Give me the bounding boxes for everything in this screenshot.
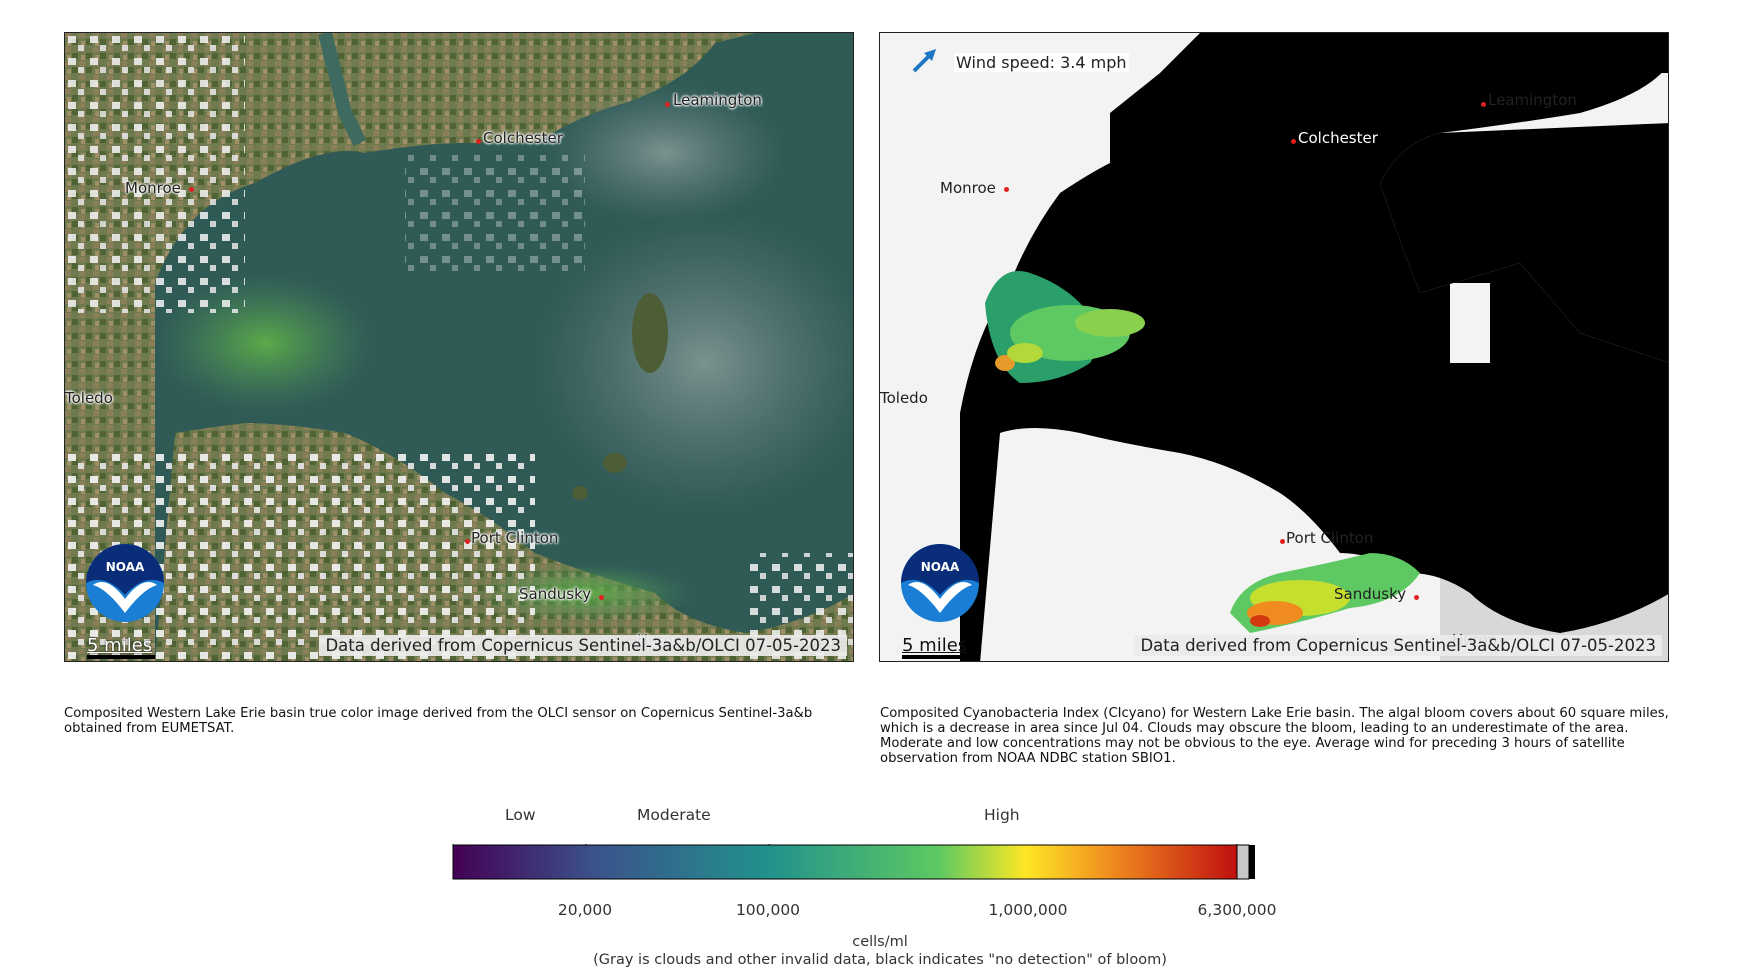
port-clinton-marker [465,539,470,544]
toledo-label: Toledo [880,389,928,407]
leamington-marker [665,102,670,107]
colchester-marker [1291,139,1296,144]
colorbar-tick-100000: 100,000 [735,901,801,919]
sandusky-marker [1414,595,1419,600]
scale-bar [902,655,970,659]
toledo-label: Toledo [65,389,113,407]
noaa-logo-text: NOAA [106,560,145,574]
leamington-marker [1481,102,1486,107]
monroe-marker [1004,187,1009,192]
true-color-caption: Composited Western Lake Erie basin true … [64,706,813,736]
scale-label: 5 miles [87,635,153,656]
leamington-label: Leamington [1488,91,1577,109]
monroe-label: Monroe [940,179,996,197]
colorbar-level-moderate: Moderate [637,806,711,824]
port-clinton-label: Port Clinton [471,529,559,547]
monroe-label: Monroe [125,179,181,197]
noaa-logo-text: NOAA [921,560,960,574]
port-clinton-marker [1280,539,1285,544]
colorbar-level-high: High [984,806,1020,824]
sandusky-label: Sandusky [1334,585,1407,603]
colorbar-tick-6300000: 6,300,000 [1197,901,1277,919]
noaa-logo: NOAA [86,544,164,622]
cyanobacteria-caption: Composited Cyanobacteria Index (CIcyano)… [880,706,1669,766]
data-credit: Data derived from Copernicus Sentinel-3a… [319,635,847,656]
scale-bar [87,655,155,659]
scale-label: 5 miles [902,635,968,656]
sandusky-marker [599,595,604,600]
colorbar-unit-label: cells/ml [852,934,908,950]
colchester-label: Colchester [1298,129,1378,147]
cyanobacteria-index-raster [960,33,1668,661]
colorbar-level-low: Low [505,806,536,824]
colchester-marker [476,139,481,144]
wind-speed-label: Wind speed: 3.4 mph [954,53,1129,72]
noaa-logo: NOAA [901,544,979,622]
colchester-label: Colchester [483,129,563,147]
colorbar-units: cells/ml (Gray is clouds and other inval… [0,933,1760,969]
colorbar-tick-1000000: 1,000,000 [988,901,1068,919]
true-color-map: Leamington Colchester Monroe Toledo Port… [64,32,854,662]
cyanobacteria-index-map: Wind speed: 3.4 mph Leamington Colcheste… [879,32,1669,662]
data-credit: Data derived from Copernicus Sentinel-3a… [1134,635,1662,656]
leamington-label: Leamington [673,91,762,109]
colorbar-tick-20000: 20,000 [557,901,613,919]
colorbar-note: (Gray is clouds and other invalid data, … [593,952,1167,968]
sandusky-label: Sandusky [519,585,592,603]
concentration-colorbar [452,844,1255,880]
wind-direction-arrow-icon [912,49,936,73]
port-clinton-label: Port Clinton [1286,529,1374,547]
monroe-marker [189,187,194,192]
true-color-imagery [65,33,853,661]
